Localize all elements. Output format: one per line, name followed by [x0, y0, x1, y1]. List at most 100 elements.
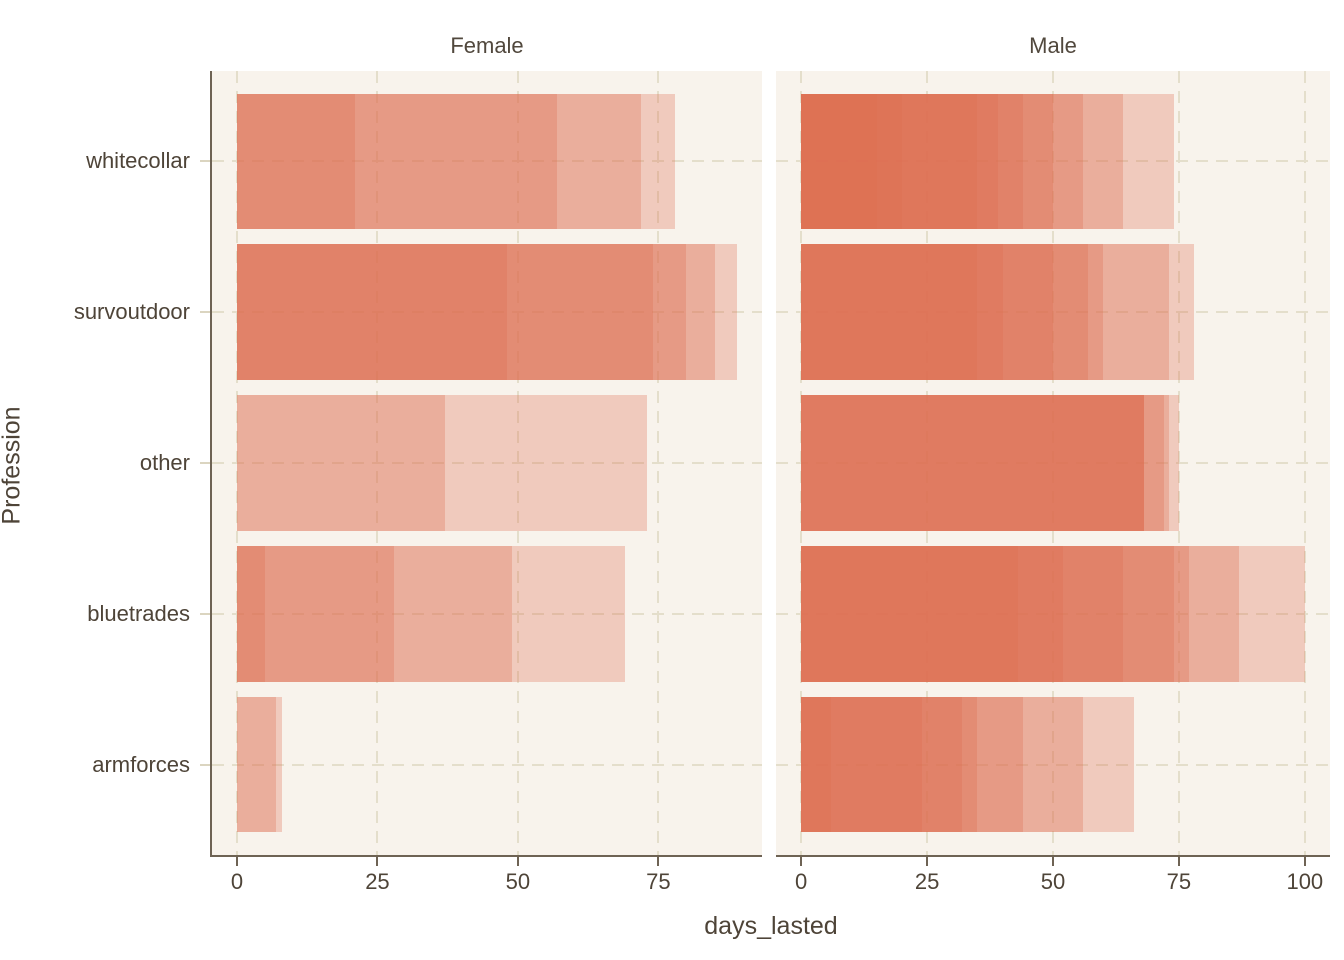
bar-segment: [801, 696, 1134, 833]
bar-segment: [801, 696, 1084, 833]
bar-segment: [801, 93, 1084, 230]
y-axis-tick: [200, 462, 210, 464]
bar-segment: [801, 545, 1018, 682]
bar-segment: [801, 545, 1305, 682]
bar-segment: [237, 545, 266, 682]
gridline-x: [926, 71, 929, 855]
bar-segment: [801, 395, 1144, 531]
panel-male: [776, 71, 1330, 855]
gridline-y: [212, 160, 762, 163]
bar-segment: [801, 93, 1174, 230]
bar-segment: [801, 244, 1003, 381]
gridline-y: [212, 311, 762, 314]
x-tick-label: 25: [365, 869, 390, 894]
facet-title-female: Female: [450, 33, 524, 58]
y-tick-label: bluetrades: [87, 600, 190, 626]
x-tick-label: 75: [646, 869, 671, 894]
bar-segment: [801, 696, 978, 833]
bar-segment: [801, 395, 1144, 531]
bar-segment: [801, 244, 978, 381]
y-tick-label: armforces: [92, 751, 190, 777]
x-axis-tick: [1177, 857, 1180, 866]
bar-segment: [237, 395, 648, 531]
bar-segment: [237, 545, 395, 682]
x-tick-label: 50: [1040, 869, 1066, 894]
bar-segment: [801, 93, 902, 230]
bar-segment: [801, 244, 1089, 381]
bar-segment: [801, 395, 1164, 531]
gridline-x: [800, 71, 803, 855]
gridline-x: [657, 71, 660, 855]
gridline-y: [212, 462, 762, 464]
x-axis-tick: [657, 857, 660, 866]
y-tick-label: other: [139, 450, 190, 475]
gridline-x: [1052, 71, 1054, 855]
x-tick-label: 0: [230, 869, 244, 894]
bar-segment: [237, 93, 642, 230]
bar-segment: [801, 244, 1194, 381]
bar-segment: [801, 696, 923, 833]
bar-segment: [801, 545, 1124, 682]
bar-segment: [237, 696, 277, 833]
y-axis-tick: [200, 763, 210, 766]
bar-segment: [237, 93, 355, 230]
bar-segment: [801, 395, 1179, 531]
gridline-x: [1303, 71, 1306, 855]
bar-segment: [801, 696, 832, 833]
y-tick-label: whitecollar: [86, 148, 190, 174]
bar-segment: [237, 244, 653, 381]
bar-segment: [801, 244, 1104, 381]
x-tick-label: 75: [1166, 869, 1192, 894]
x-axis-tick: [236, 857, 238, 866]
bar-segment: [237, 93, 676, 230]
bar-row-other: [212, 395, 762, 531]
bar-segment: [801, 93, 1023, 230]
bar-segment: [237, 395, 445, 531]
gridline-x: [1177, 71, 1180, 855]
bar-segment: [801, 395, 1169, 531]
x-axis-line-male: [776, 855, 1330, 857]
gridline-y: [212, 763, 762, 766]
bar-segment: [237, 545, 513, 682]
x-axis-tick: [1052, 857, 1054, 866]
bar-row-bluetrades: [776, 545, 1330, 682]
y-axis-line: [210, 71, 212, 857]
y-axis-tick: [200, 612, 210, 615]
bar-row-armforces: [212, 696, 762, 833]
bar-segment: [237, 93, 558, 230]
x-axis-line-female: [210, 855, 762, 857]
bar-segment: [801, 244, 1053, 381]
x-tick-label: 25: [914, 869, 940, 894]
bar-segment: [801, 93, 998, 230]
bar-segment: [237, 244, 507, 381]
bar-row-whitecollar: [212, 93, 762, 230]
y-axis-tick: [200, 311, 210, 314]
bar-segment: [801, 696, 963, 833]
gridline-x: [376, 71, 379, 855]
gridline-y: [212, 612, 762, 615]
x-axis-tick: [800, 857, 803, 866]
bar-segment: [801, 93, 978, 230]
bar-segment: [801, 93, 1124, 230]
bar-segment: [801, 696, 1023, 833]
x-tick-label: 0: [795, 869, 808, 894]
x-axis-tick: [376, 857, 379, 866]
y-tick-label: survoutdoor: [73, 299, 190, 325]
bar-row-survoutdoor: [212, 244, 762, 381]
bar-segment: [237, 244, 737, 381]
bar-segment: [237, 696, 282, 833]
x-axis-tick: [516, 857, 519, 866]
bar-segment: [237, 244, 715, 381]
x-tick-label: 100: [1286, 869, 1324, 894]
bar-segment: [237, 244, 687, 381]
bar-segment: [237, 545, 625, 682]
x-tick-label: 50: [505, 869, 531, 894]
x-axis-tick: [1303, 857, 1306, 866]
bar-segment: [801, 545, 1189, 682]
bar-row-whitecollar: [776, 93, 1330, 230]
bar-row-survoutdoor: [776, 244, 1330, 381]
bar-segment: [801, 545, 1240, 682]
panel-female: [212, 71, 762, 855]
bar-segment: [801, 395, 1144, 531]
